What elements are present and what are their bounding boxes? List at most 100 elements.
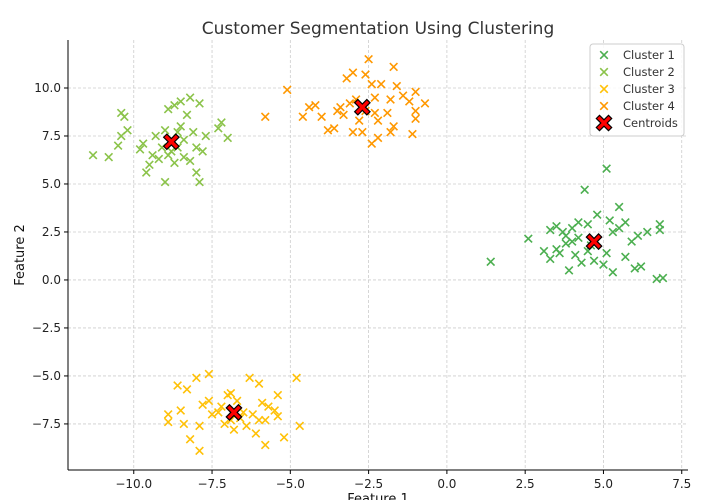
cluster-1-point — [655, 225, 665, 235]
cluster-3-point — [270, 406, 280, 415]
cluster-1-point — [592, 210, 602, 220]
cluster-4-point — [386, 95, 395, 104]
cluster-2-point — [138, 139, 148, 149]
cluster-1-point — [486, 257, 496, 267]
cluster-1-point — [605, 216, 615, 225]
cluster-2-point — [151, 131, 161, 141]
y-tick-label: 7.5 — [42, 129, 61, 143]
x-tick-label: 5.0 — [594, 477, 613, 491]
cluster-1-point — [621, 252, 630, 262]
cluster-4-point — [354, 116, 364, 125]
cluster-3-point — [220, 419, 229, 429]
y-tick-label: −7.5 — [32, 417, 61, 431]
cluster-3-point — [195, 421, 204, 431]
cluster-3-point — [273, 411, 283, 421]
cluster-4-point — [367, 139, 377, 149]
cluster-1-point — [580, 185, 590, 195]
cluster-2-point — [185, 156, 195, 166]
data-points — [88, 54, 668, 456]
cluster-4-point — [420, 98, 430, 108]
legend-label: Cluster 4 — [623, 99, 675, 113]
legend-centroid-marker — [595, 114, 613, 132]
cluster-4-point — [389, 122, 399, 131]
cluster-2-point — [176, 122, 186, 131]
centroid-marker — [585, 233, 603, 251]
cluster-1-point — [523, 234, 533, 244]
legend-marker — [599, 50, 609, 60]
cluster-4-point — [357, 127, 367, 137]
cluster-4-point — [348, 68, 358, 77]
cluster-1-point — [558, 227, 568, 237]
cluster-2-point — [170, 100, 179, 110]
legend-marker — [599, 84, 609, 94]
cluster-1-point — [608, 267, 618, 277]
cluster-3-point — [163, 417, 173, 427]
cluster-4-point — [373, 116, 383, 125]
cluster-4-point — [364, 54, 373, 64]
centroid-marker — [225, 403, 243, 421]
cluster-3-point — [238, 408, 248, 417]
cluster-1-point — [545, 254, 555, 264]
legend-label: Cluster 1 — [623, 48, 675, 62]
cluster-2-point — [179, 135, 189, 145]
cluster-4-point — [411, 87, 420, 97]
centroid-marker — [162, 133, 180, 151]
cluster-2-point — [141, 168, 151, 177]
cluster-3-point — [185, 434, 195, 444]
cluster-2-point — [223, 133, 233, 143]
y-tick-label: 5.0 — [42, 177, 61, 191]
cluster-3-point — [260, 415, 270, 425]
cluster-2-point — [170, 158, 179, 168]
x-tick-label: −7.5 — [197, 477, 226, 491]
cluster-1-point — [583, 219, 593, 229]
cluster-3-point — [192, 373, 201, 383]
cluster-3-point — [251, 429, 261, 438]
cluster-1-point — [599, 260, 608, 269]
cluster-1-point — [561, 239, 571, 248]
cluster-1-point — [642, 227, 652, 237]
x-tick-label: 7.5 — [672, 477, 691, 491]
cluster-1-point — [630, 264, 640, 273]
cluster-1-point — [574, 233, 583, 243]
cluster-3-point — [204, 396, 214, 406]
cluster-2-point — [182, 110, 192, 120]
legend-marker — [599, 101, 609, 111]
cluster-4-point — [370, 108, 380, 118]
cluster-1-point — [602, 248, 611, 258]
cluster-4-point — [345, 98, 355, 108]
cluster-3-point — [173, 381, 182, 390]
cluster-2-point — [160, 177, 170, 187]
cluster-2-point — [88, 150, 98, 160]
cluster-3-point — [260, 440, 270, 450]
cluster-1-point — [570, 250, 580, 260]
legend: Cluster 1 Cluster 2 Cluster 3 Cluster 4 Cent… — [589, 43, 685, 137]
cluster-2-point — [166, 146, 176, 156]
cluster-1-point — [564, 265, 574, 275]
cluster-3-point — [295, 421, 305, 431]
centroid-marker — [353, 98, 371, 116]
cluster-4-point — [304, 102, 314, 112]
cluster-3-point — [257, 398, 267, 408]
axes: −10.0 −7.5 −5.0 −2.5 0.0 2.5 5.0 7.5 10.0 7.5 5.0 2… — [32, 40, 691, 491]
legend-box — [589, 43, 685, 137]
cluster-2-point — [213, 123, 223, 133]
cluster-3-point — [242, 421, 251, 431]
cluster-1-point — [545, 225, 555, 235]
cluster-4-point — [389, 62, 399, 72]
cluster-4-point — [367, 79, 377, 89]
x-tick-label: −5.0 — [276, 477, 305, 491]
cluster-2-point — [104, 152, 114, 162]
cluster-2-point — [195, 98, 204, 108]
cluster-4-point — [370, 93, 380, 102]
cluster-4-point — [408, 129, 417, 139]
cluster-2-point — [160, 125, 170, 135]
legend-marker — [599, 67, 609, 77]
x-tick-label: −10.0 — [115, 477, 152, 491]
cluster-4-point — [298, 112, 308, 122]
cluster-2-point — [217, 118, 226, 127]
cluster-3-point — [254, 379, 264, 388]
cluster-3-point — [182, 385, 192, 394]
cluster-2-point — [192, 143, 201, 152]
cluster-4-point — [282, 85, 292, 95]
